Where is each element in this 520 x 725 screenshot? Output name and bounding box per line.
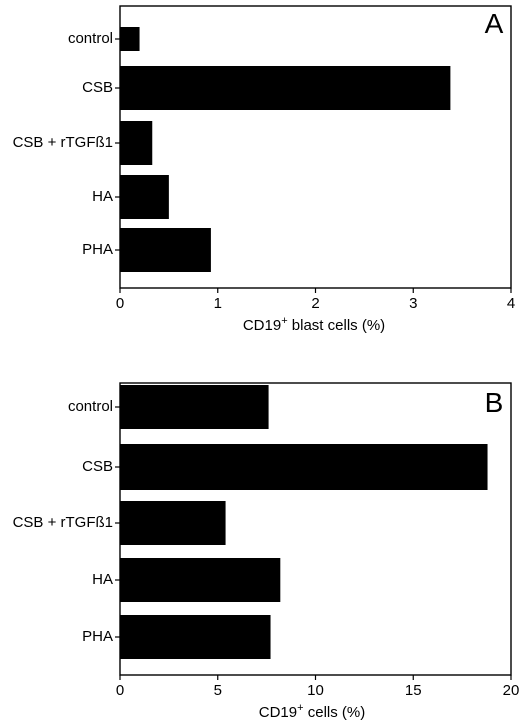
x-axis-label-b-rest: cells (%) (304, 704, 366, 721)
category-label-b-2: CSB + rTGFß1 (13, 514, 113, 531)
x-tick-label-b-3: 15 (405, 682, 422, 699)
x-tick-label-b-2: 10 (307, 682, 324, 699)
x-axis-label-b: CD19+ cells (%) (259, 702, 365, 721)
x-tick-label-a-3: 3 (409, 295, 417, 312)
x-ticks-a: 0 1 2 3 4 (116, 288, 515, 312)
x-axis-label-b-main: CD19 (259, 704, 297, 721)
x-axis-label-a-main: CD19 (243, 317, 281, 334)
x-axis-label-a: CD19+ blast cells (%) (243, 315, 385, 334)
chart-panel-b: B control CSB CSB + rTGFß1 HA PHA 0 5 10 15 20 C… (13, 382, 520, 721)
x-axis-label-a-rest: blast cells (%) (288, 317, 386, 334)
category-label-a-4: PHA (82, 241, 113, 258)
x-tick-label-a-0: 0 (116, 295, 124, 312)
category-label-b-4: PHA (82, 628, 113, 645)
category-label-a-2: CSB + rTGFß1 (13, 134, 113, 151)
category-labels-b: control CSB CSB + rTGFß1 HA PHA (13, 398, 120, 645)
x-tick-label-b-1: 5 (214, 682, 222, 699)
category-label-a-0: control (68, 30, 113, 47)
bar-a-4 (120, 228, 211, 272)
x-ticks-b: 0 5 10 15 20 (116, 675, 520, 699)
category-label-b-1: CSB (82, 458, 113, 475)
x-axis-label-b-sup: + (297, 702, 303, 714)
category-labels-a: control CSB CSB + rTGFß1 HA PHA (13, 30, 120, 258)
x-tick-label-a-1: 1 (214, 295, 222, 312)
x-axis-label-a-sup: + (281, 315, 287, 327)
bar-b-2 (120, 501, 226, 545)
category-label-a-3: HA (92, 188, 113, 205)
chart-panel-a: A control CSB CSB + rTGFß1 HA PHA 0 1 2 3 4 CD19… (13, 5, 515, 334)
category-label-b-0: control (68, 398, 113, 415)
bar-group-a (120, 27, 451, 272)
bar-a-3 (120, 175, 169, 219)
bar-b-1 (120, 444, 488, 490)
bar-b-0 (120, 385, 269, 429)
bar-b-3 (120, 558, 281, 602)
bar-b-4 (120, 615, 271, 659)
category-label-b-3: HA (92, 571, 113, 588)
x-tick-label-b-0: 0 (116, 682, 124, 699)
bar-a-0 (120, 27, 140, 51)
panel-label-a: A (485, 8, 504, 39)
x-tick-label-a-2: 2 (311, 295, 319, 312)
x-tick-label-b-4: 20 (503, 682, 520, 699)
x-tick-label-a-4: 4 (507, 295, 515, 312)
panel-label-b: B (485, 387, 504, 418)
bar-group-b (120, 385, 488, 659)
category-label-a-1: CSB (82, 79, 113, 96)
bar-a-1 (120, 66, 451, 110)
bar-a-2 (120, 121, 153, 165)
